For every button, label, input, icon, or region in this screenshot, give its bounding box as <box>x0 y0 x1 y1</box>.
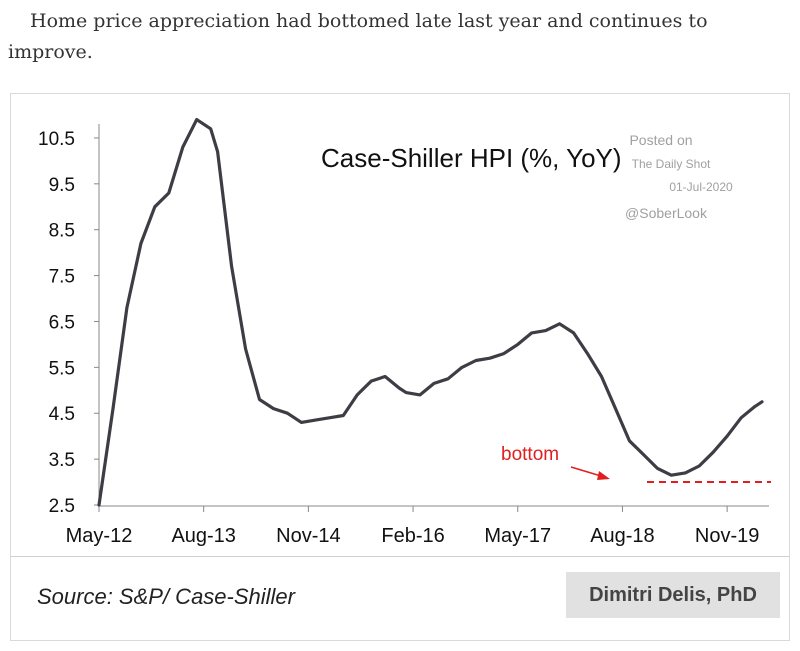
chart-title: Case-Shiller HPI (%, YoY) <box>321 143 622 173</box>
y-tick-label: 6.5 <box>49 312 75 333</box>
watermark-daily-shot: The Daily Shot <box>632 157 711 171</box>
chart-frame: 10.5 9.5 8.5 7.5 6.5 5.5 4.5 3.5 2.5 May-12 Aug-13… <box>11 94 789 557</box>
y-tick-label: 7.5 <box>49 267 75 288</box>
source-caption: Source: S&P/ Case-Shiller <box>37 584 295 609</box>
x-tick-label: Feb-16 <box>381 525 444 547</box>
bottom-annotation: bottom <box>501 444 559 465</box>
y-tick-label: 2.5 <box>49 496 75 517</box>
watermark-handle: @SoberLook <box>625 205 708 221</box>
y-tick-label: 3.5 <box>49 450 75 471</box>
y-tick-label: 10.5 <box>38 129 75 150</box>
chart-svg: 10.5 9.5 8.5 7.5 6.5 5.5 4.5 3.5 2.5 May-12 Aug-13… <box>38 118 771 547</box>
x-tick-label: May-17 <box>484 525 551 547</box>
x-tick-label: May-12 <box>66 525 133 547</box>
x-tick-label: Aug-18 <box>590 525 655 547</box>
x-tick-label: Nov-14 <box>276 525 340 547</box>
intro-paragraph: Home price appreciation had bottomed lat… <box>8 10 708 63</box>
bottom-arrow-line <box>570 466 602 477</box>
bottom-arrow-head <box>597 471 610 480</box>
y-tick-label: 4.5 <box>49 404 75 425</box>
series-line <box>97 118 764 507</box>
y-tick-label: 5.5 <box>49 358 75 379</box>
y-tick-label: 9.5 <box>49 175 75 196</box>
author-badge: Dimitri Delis, PhD <box>566 572 780 618</box>
y-tick-label: 8.5 <box>49 221 75 242</box>
x-tick-label: Aug-13 <box>171 525 236 547</box>
chart-figure: 10.5 9.5 8.5 7.5 6.5 5.5 4.5 3.5 2.5 May-12 Aug-13… <box>10 93 790 641</box>
watermark-date: 01-Jul-2020 <box>669 180 733 194</box>
watermark-posted-on: Posted on <box>629 132 692 148</box>
x-tick-label: Nov-19 <box>695 525 759 547</box>
